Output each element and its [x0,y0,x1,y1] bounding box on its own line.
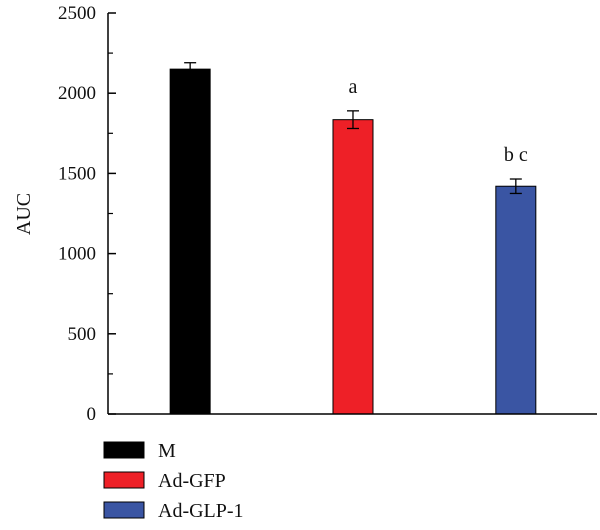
error-bars [184,62,522,195]
legend-label: Ad-GFP [158,470,226,492]
y-tick-label: 0 [87,404,97,425]
y-axis: 0 500 1000 1500 2000 2500 [58,3,116,425]
legend-label: M [158,440,176,462]
y-axis-label: AUC [13,193,35,235]
error-bar [184,62,197,77]
bar-ad-gfp [332,119,374,415]
legend: M Ad-GFP Ad-GLP-1 [103,440,244,522]
annotations: a b c [349,76,528,166]
legend-swatch [103,501,145,519]
bar-ad-glp-1 [495,185,537,415]
significance-label: b c [504,144,528,166]
bars [169,68,537,415]
bar-m [169,68,211,415]
y-tick-label: 2500 [58,3,96,24]
legend-item: Ad-GLP-1 [103,500,244,522]
error-bar [346,110,359,130]
error-bar [509,178,522,195]
legend-label: Ad-GLP-1 [158,500,244,522]
legend-swatch [103,471,145,489]
y-tick-label: 500 [68,324,97,345]
y-tick-label: 2000 [58,83,96,104]
significance-label: a [349,76,358,98]
y-tick-label: 1500 [58,163,96,184]
y-tick-label: 1000 [58,244,96,265]
legend-item: Ad-GFP [103,470,226,492]
legend-swatch [103,441,145,459]
legend-item: M [103,440,176,462]
